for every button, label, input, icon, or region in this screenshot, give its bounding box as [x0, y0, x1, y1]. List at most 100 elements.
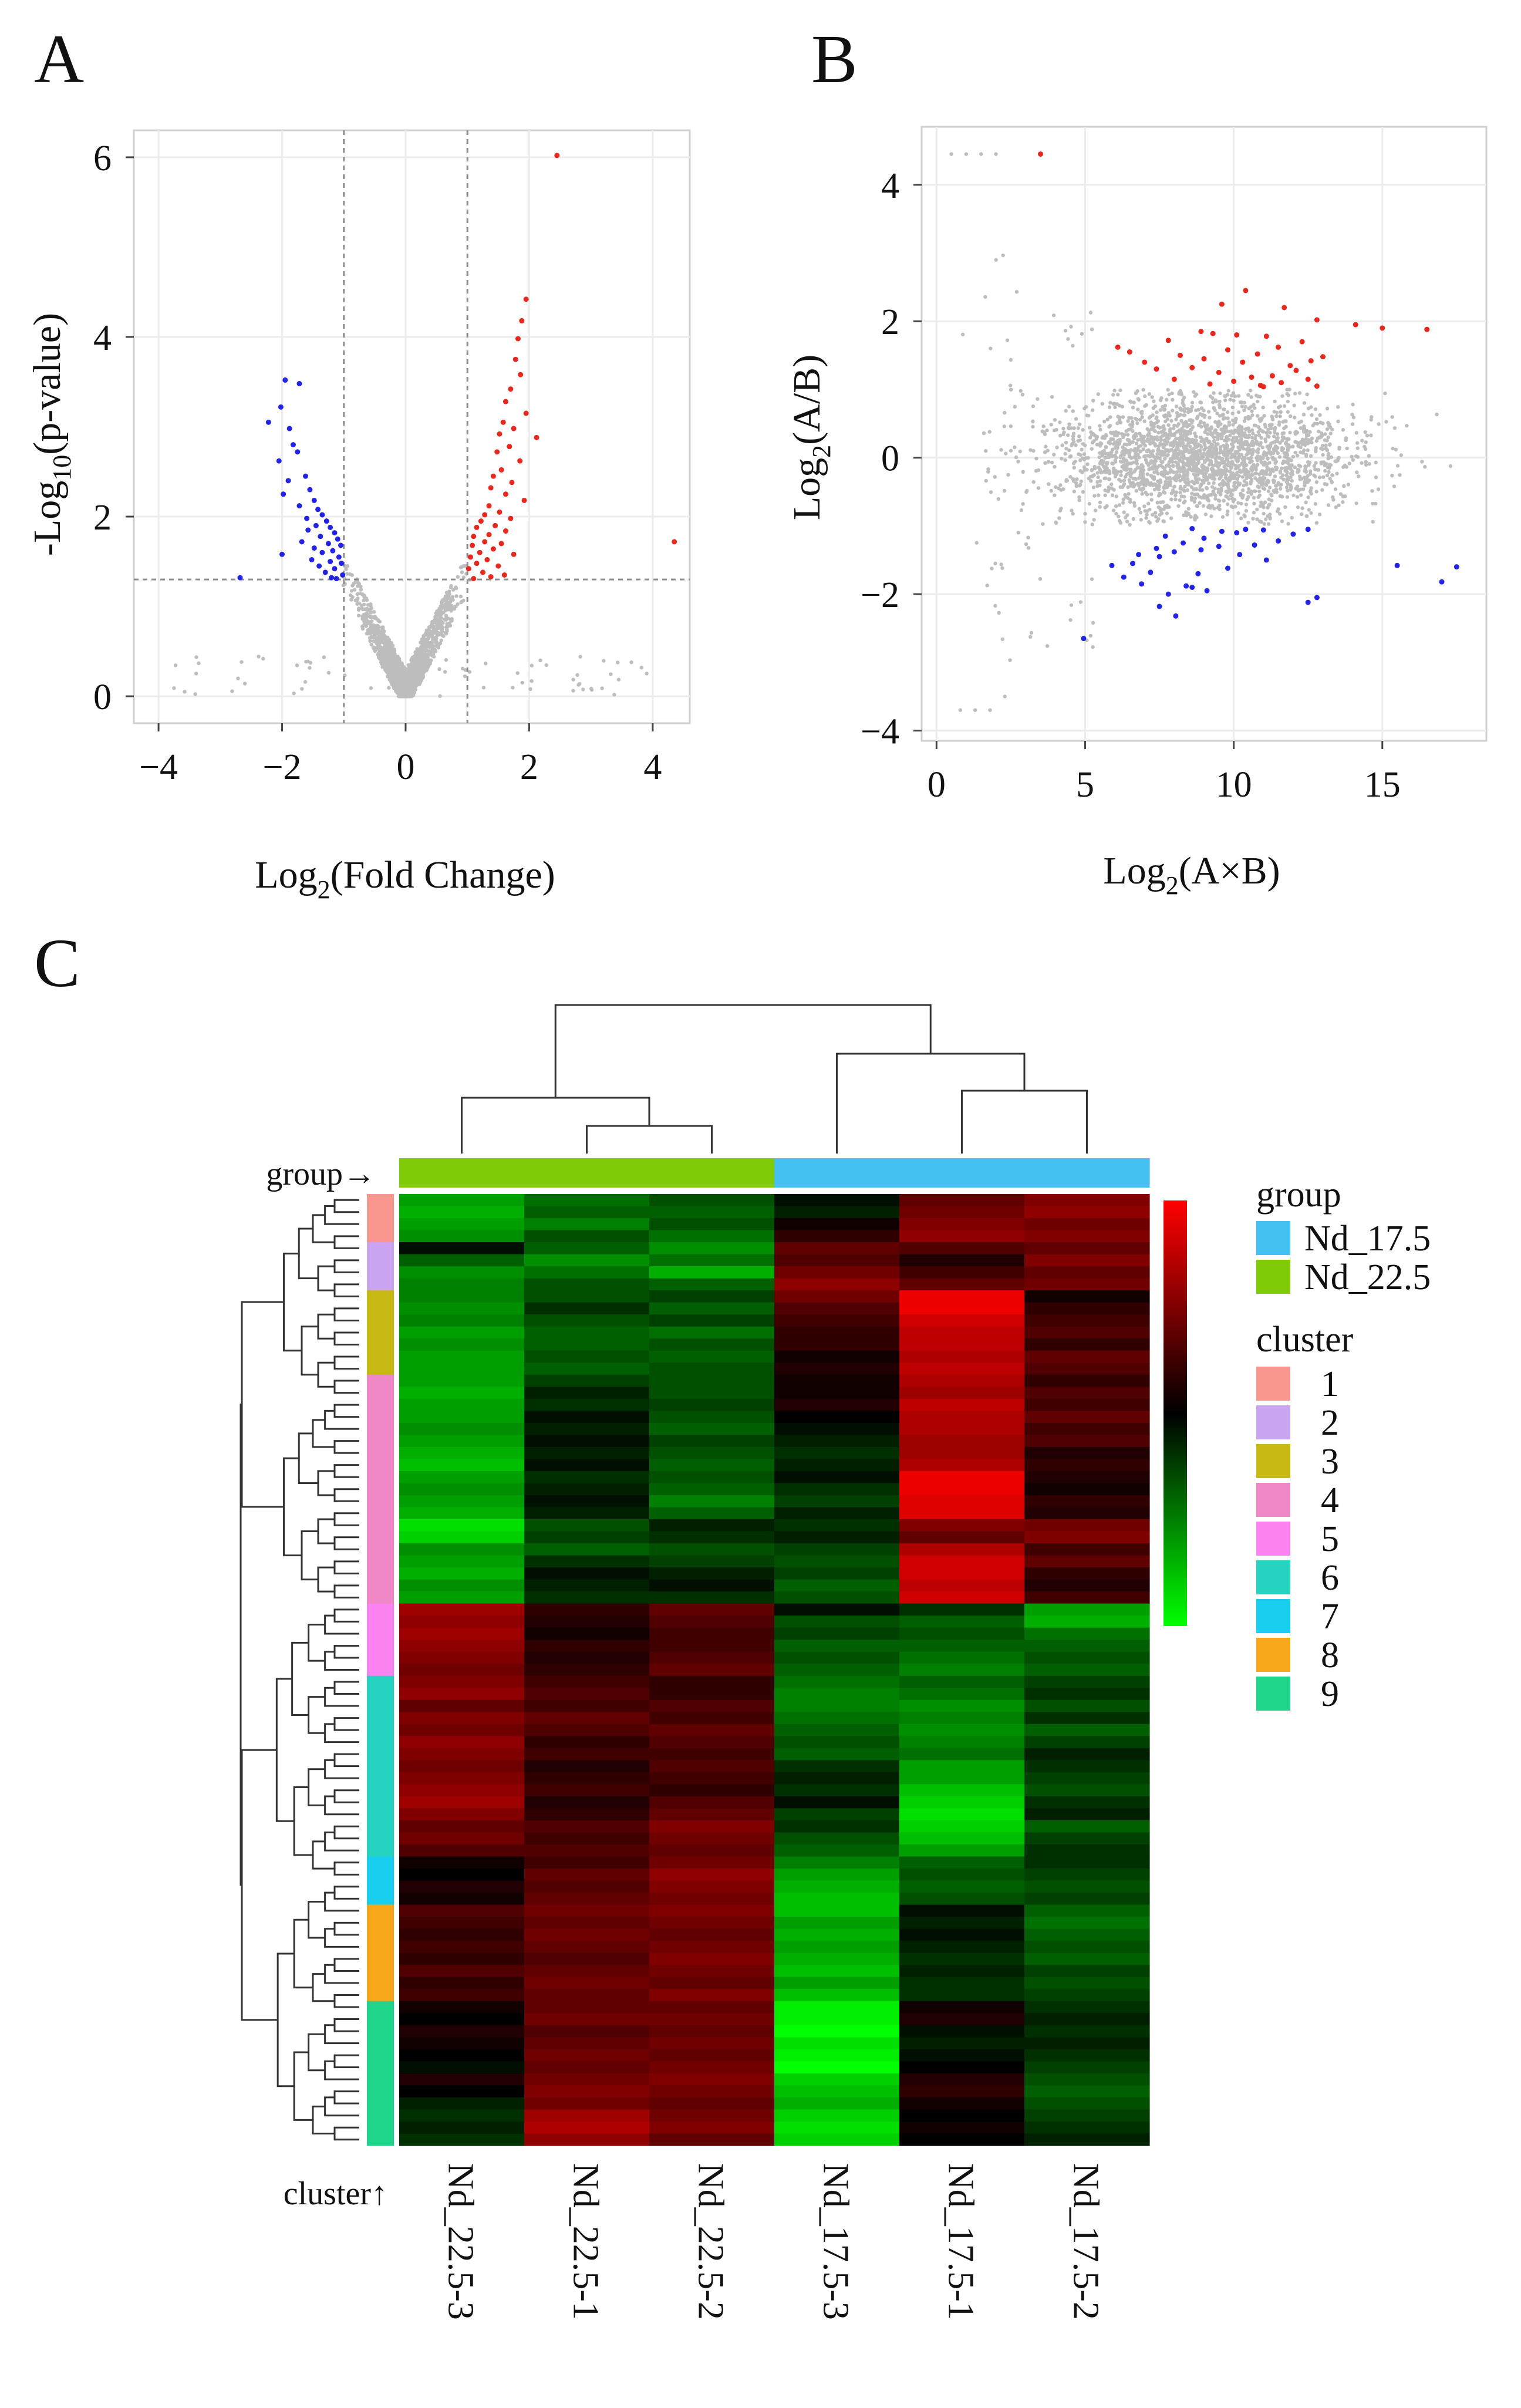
ma-ns-point	[1090, 577, 1094, 581]
volcano-up-point	[482, 539, 488, 545]
ma-x-tick-label: 10	[1216, 765, 1252, 805]
ma-ns-point	[1423, 465, 1427, 469]
row-dendrogram-branch	[324, 1891, 359, 1912]
ma-ns-point	[1095, 435, 1100, 439]
volcano-ns-point	[461, 564, 466, 568]
ma-ns-point	[1328, 463, 1333, 467]
volcano-down-point	[328, 559, 333, 565]
ma-ns-point	[1118, 420, 1123, 425]
ma-ns-point	[1117, 477, 1121, 482]
heatmap-cell	[649, 1856, 775, 1869]
ma-ns-point	[1273, 465, 1278, 470]
volcano-ns-point	[544, 663, 548, 667]
ma-ns-point	[1206, 496, 1210, 501]
ma-ns-point	[1143, 454, 1148, 458]
ma-ns-point	[1246, 487, 1251, 491]
volcano-ns-point	[433, 647, 437, 652]
ma-ns-point	[1296, 444, 1300, 448]
ma-ns-point	[1168, 429, 1172, 433]
heatmap-cell	[399, 1519, 525, 1532]
volcano-up-point	[478, 518, 484, 524]
heatmap-cell	[649, 1640, 775, 1652]
heatmap-cell	[399, 1218, 525, 1231]
ma-ns-point	[1211, 464, 1215, 468]
ma-ns-point	[1304, 440, 1308, 445]
ma-ns-point	[1165, 417, 1169, 421]
ma-ns-point	[1276, 451, 1280, 456]
ma-ns-point	[1232, 498, 1237, 502]
heatmap-cell	[524, 1471, 650, 1484]
ma-ns-point	[1239, 516, 1243, 521]
heatmap-cell	[774, 1422, 900, 1435]
ma-ns-point	[1150, 395, 1154, 399]
ma-ns-point	[1249, 395, 1253, 399]
heatmap-cell	[524, 1664, 650, 1677]
heatmap-cell	[774, 1302, 900, 1315]
heatmap-cell	[1024, 1230, 1150, 1243]
ma-down-point	[1139, 581, 1145, 587]
row-dendrogram-branch	[333, 1440, 359, 1454]
ma-ns-point	[1173, 497, 1178, 501]
ma-ns-point	[1215, 469, 1220, 473]
ma-ns-point	[996, 497, 1001, 501]
heatmap-cell	[524, 1651, 650, 1664]
ma-ns-point	[1069, 325, 1073, 329]
volcano-ns-point	[511, 686, 515, 690]
heatmap-cell	[649, 1290, 775, 1303]
ma-ns-point	[1095, 443, 1100, 447]
heatmap-cell	[399, 2073, 525, 2086]
ma-ns-point	[1325, 406, 1330, 411]
heatmap-cell	[1024, 1194, 1150, 1207]
volcano-down-point	[303, 473, 309, 479]
ma-ns-point	[1226, 393, 1230, 397]
legend-cluster-swatch	[1256, 1483, 1290, 1517]
ma-ns-point	[1213, 493, 1218, 498]
heatmap-cell	[649, 1989, 775, 2002]
ma-ns-point	[1088, 436, 1092, 440]
heatmap-cell	[899, 1543, 1025, 1556]
heatmap-cell	[649, 1387, 775, 1399]
heatmap-cell	[649, 1904, 775, 1917]
ma-ns-point	[1204, 485, 1209, 490]
ma-ns-point	[1282, 426, 1286, 430]
ma-ns-point	[1257, 455, 1262, 460]
ma-ns-point	[1029, 630, 1034, 635]
heatmap-cell	[899, 1832, 1025, 1845]
heatmap-cell	[649, 1748, 775, 1761]
ma-ns-point	[1127, 442, 1132, 446]
ma-ns-point	[1139, 471, 1144, 475]
ma-ns-point	[1092, 518, 1096, 522]
cluster-bar-segment	[367, 1736, 394, 1749]
ma-ns-point	[993, 475, 997, 479]
ma-ns-point	[1345, 446, 1349, 451]
heatmap-cell	[649, 1483, 775, 1496]
volcano-ns-point	[394, 679, 399, 683]
ma-ns-point	[1249, 389, 1253, 393]
heatmap-cell	[524, 1411, 650, 1424]
ma-ns-point	[989, 490, 993, 494]
ma-down-point	[1453, 564, 1459, 570]
ma-ns-point	[1338, 492, 1343, 496]
row-dendrogram-branch	[333, 1488, 359, 1502]
panel-label-b: B	[811, 21, 858, 97]
row-dendrogram-branch	[293, 2051, 313, 2121]
volcano-ns-point	[236, 676, 240, 680]
volcano-up-point	[502, 528, 508, 534]
ma-ns-point	[1199, 483, 1203, 488]
ma-ns-point	[1077, 452, 1081, 456]
heatmap-cell	[524, 1688, 650, 1701]
ma-ns-point	[1082, 468, 1087, 472]
ma-ns-point	[1199, 400, 1203, 404]
volcano-ns-point	[443, 598, 447, 602]
ma-ns-point	[1212, 440, 1216, 444]
panel-label-a: A	[34, 21, 84, 97]
ma-ns-point	[1324, 443, 1328, 448]
heatmap-cell	[524, 1314, 650, 1327]
cluster-bar-segment	[367, 1965, 394, 1978]
heatmap-cell	[774, 1869, 900, 1881]
heatmap-cell	[1024, 1495, 1150, 1508]
ma-down-point	[1252, 542, 1257, 548]
ma-ns-point	[1135, 461, 1139, 466]
ma-ns-point	[1266, 505, 1270, 510]
ma-ns-point	[1274, 414, 1279, 419]
